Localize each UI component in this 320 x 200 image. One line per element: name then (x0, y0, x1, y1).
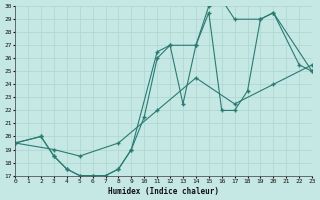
X-axis label: Humidex (Indice chaleur): Humidex (Indice chaleur) (108, 187, 219, 196)
